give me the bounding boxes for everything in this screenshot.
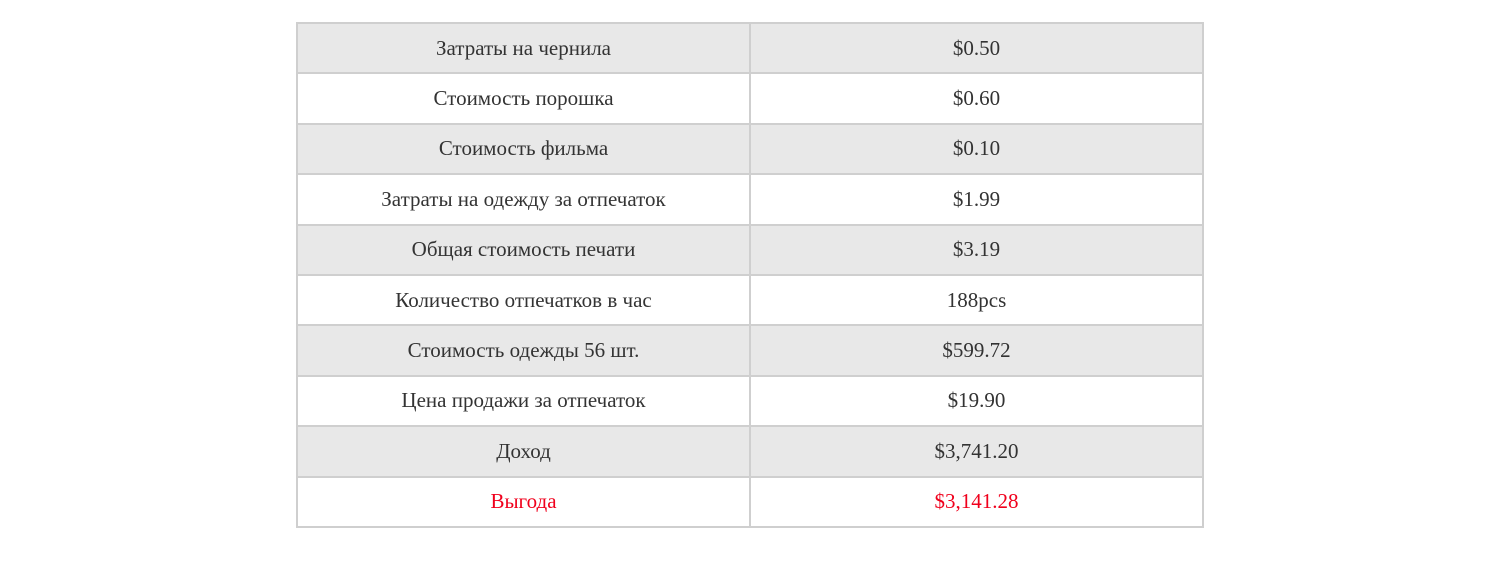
row-label: Общая стоимость печати xyxy=(296,223,751,276)
row-value: $3,741.20 xyxy=(749,425,1204,478)
row-label: Стоимость фильма xyxy=(296,122,751,176)
row-value: $0.10 xyxy=(749,122,1204,176)
row-value: $599.72 xyxy=(749,324,1204,377)
row-value: $19.90 xyxy=(749,374,1204,428)
row-value: $0.50 xyxy=(749,21,1204,75)
row-label: Количество отпечатков в час xyxy=(296,273,751,327)
table-row: Доход $3,741.20 xyxy=(296,425,1204,478)
row-value: $3.19 xyxy=(749,223,1204,276)
table-row: Стоимость одежды 56 шт. $599.72 xyxy=(296,324,1204,377)
row-label: Затраты на одежду за отпечаток xyxy=(296,173,751,226)
row-value: $0.60 xyxy=(749,72,1204,125)
table-row: Затраты на чернила $0.50 xyxy=(296,21,1204,75)
cost-table: Затраты на чернила $0.50 Стоимость порошка… xyxy=(296,21,1204,528)
row-label: Стоимость одежды 56 шт. xyxy=(296,324,751,377)
row-value: 188pcs xyxy=(749,273,1204,327)
table-row: Выгода $3,141.28 xyxy=(296,475,1204,528)
table-row: Затраты на одежду за отпечаток $1.99 xyxy=(296,173,1204,226)
table-row: Стоимость фильма $0.10 xyxy=(296,122,1204,176)
table-row: Стоимость порошка $0.60 xyxy=(296,72,1204,125)
table-row: Общая стоимость печати $3.19 xyxy=(296,223,1204,276)
row-value: $1.99 xyxy=(749,173,1204,226)
row-value: $3,141.28 xyxy=(749,475,1204,528)
row-label: Цена продажи за отпечаток xyxy=(296,374,751,428)
table-row: Количество отпечатков в час 188pcs xyxy=(296,273,1204,327)
table-row: Цена продажи за отпечаток $19.90 xyxy=(296,374,1204,428)
row-label: Затраты на чернила xyxy=(296,21,751,75)
row-label: Стоимость порошка xyxy=(296,72,751,125)
row-label: Выгода xyxy=(296,475,751,528)
row-label: Доход xyxy=(296,425,751,478)
